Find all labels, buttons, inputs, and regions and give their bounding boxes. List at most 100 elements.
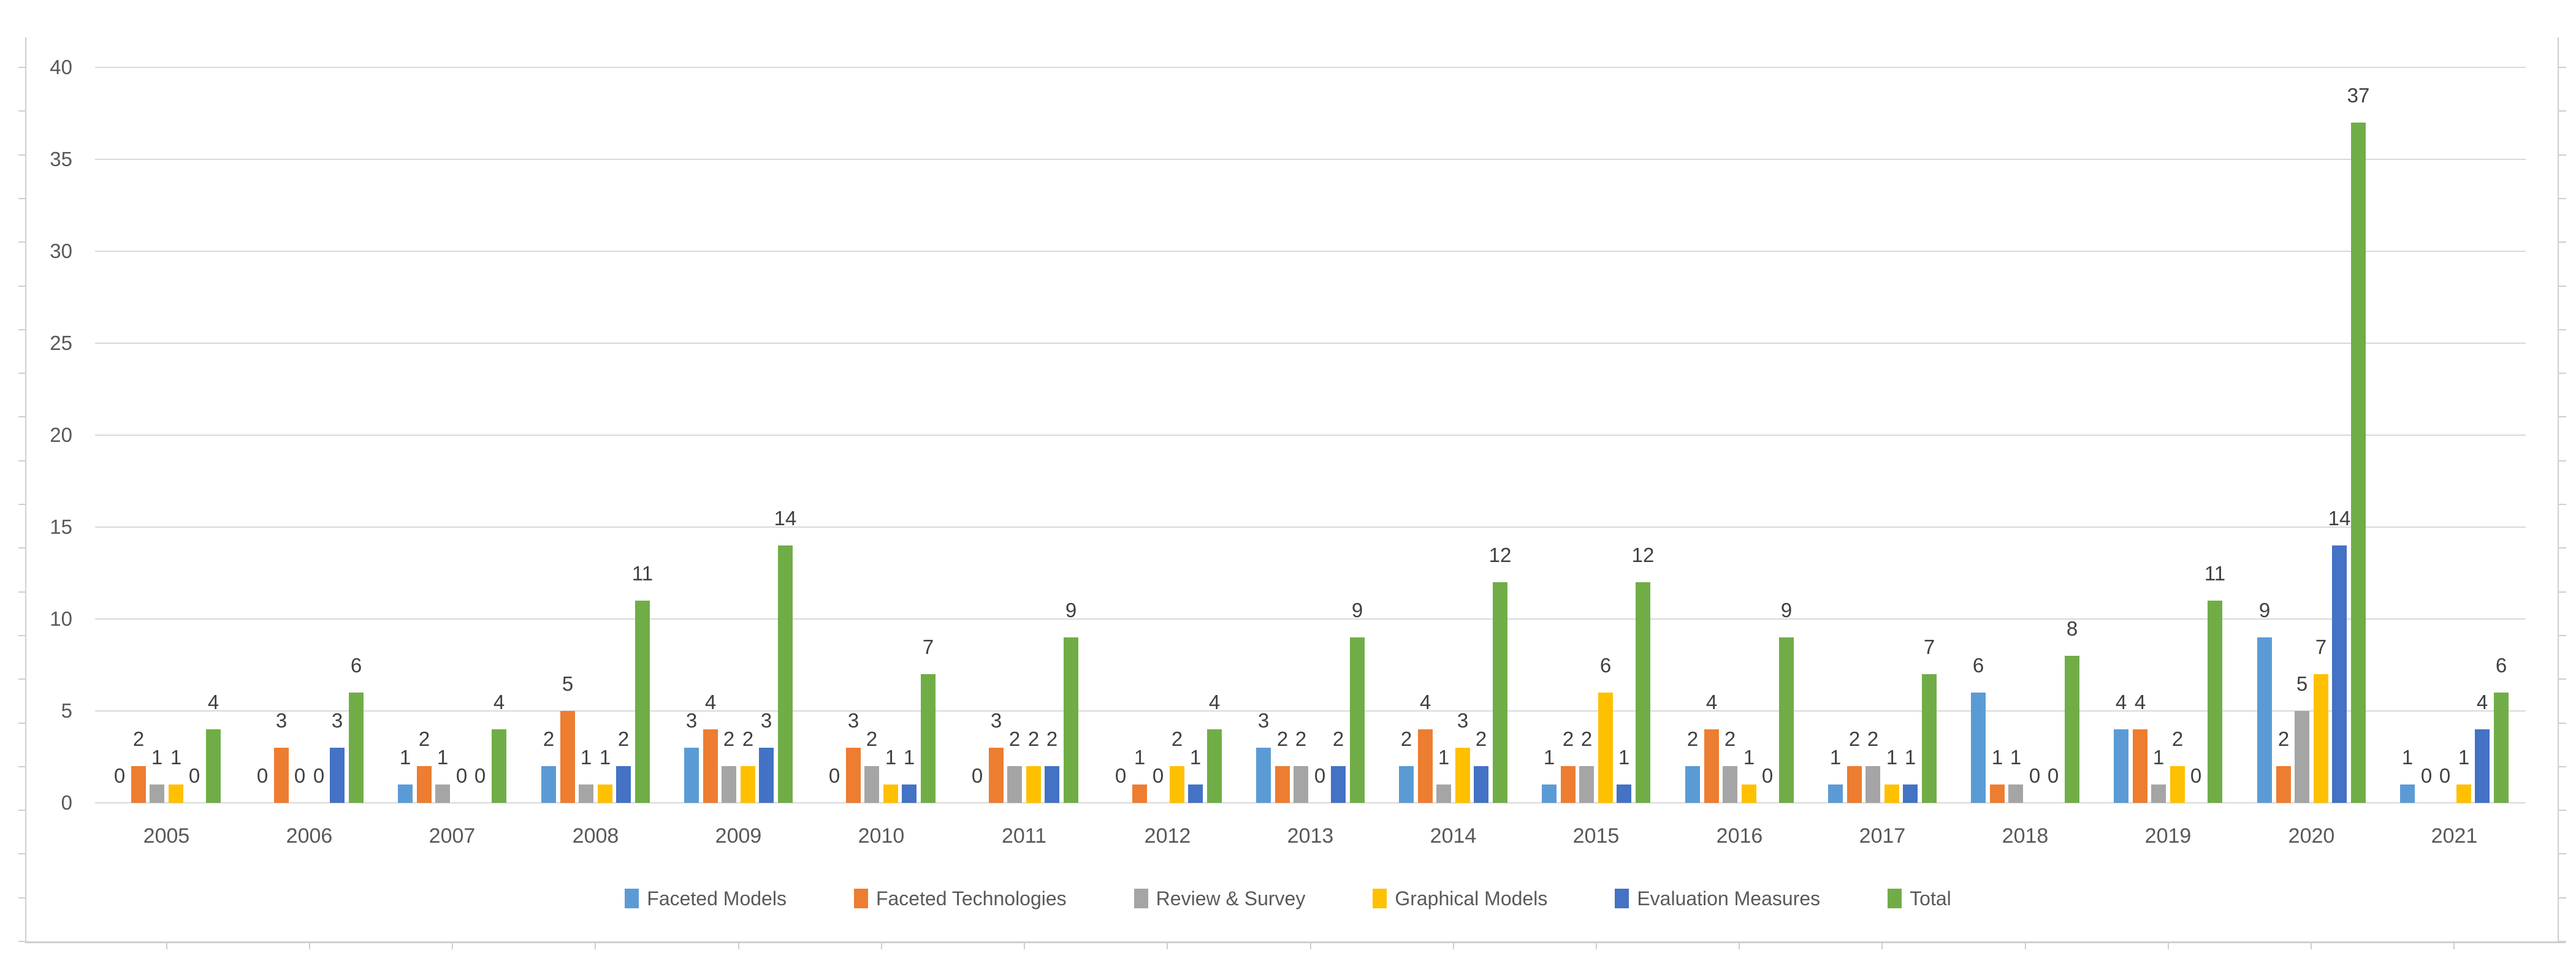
bar-value-label: 2 <box>1724 727 1736 750</box>
bar-value-label: 1 <box>2010 746 2022 769</box>
x-axis-tick <box>1310 942 1311 949</box>
bar-review-survey-2010 <box>864 766 879 803</box>
bar-value-label: 7 <box>2315 636 2327 658</box>
bar-value-label: 2 <box>2171 727 2184 750</box>
bar-value-label: 3 <box>1257 709 1270 732</box>
bar-value-label: 1 <box>1543 746 1555 769</box>
bar-total-2012 <box>1207 729 1222 803</box>
bar-value-label: 6 <box>350 654 362 677</box>
legend-item-total: Total <box>1888 886 1951 911</box>
bar-graphical-models-2011 <box>1026 766 1041 803</box>
x-axis-label: 2009 <box>715 824 762 848</box>
bar-graphical-models-2017 <box>1884 784 1899 803</box>
x-axis-label: 2014 <box>1430 824 1477 848</box>
bar-value-label: 4 <box>2115 691 2127 713</box>
bar-total-2020 <box>2351 123 2366 803</box>
y-axis-tick-left <box>18 547 26 549</box>
bar-value-label: 1 <box>1134 746 1146 769</box>
legend-item-faceted-models: Faceted Models <box>625 886 787 911</box>
bar-value-label: 8 <box>2066 617 2078 640</box>
y-axis-tick-right <box>2559 723 2566 724</box>
bar-graphical-models-2019 <box>2170 766 2185 803</box>
bar-value-label: 0 <box>2047 764 2059 787</box>
bar-value-label: 0 <box>294 764 306 787</box>
axis-line-right <box>2558 37 2559 942</box>
y-axis-tick-left <box>18 154 26 156</box>
gridline <box>95 526 2526 528</box>
x-axis-label: 2018 <box>2002 824 2049 848</box>
bar-value-label: 4 <box>493 691 505 713</box>
bar-total-2019 <box>2208 601 2222 803</box>
bar-graphical-models-2009 <box>741 766 755 803</box>
bar-value-label: 2 <box>1046 727 1058 750</box>
category-group-2020: 9 2 5 7 14 37 2020 <box>2240 0 2383 961</box>
y-axis-tick-right <box>2559 635 2566 636</box>
y-axis-tick-right <box>2559 373 2566 374</box>
bar-evaluation-measures-2008 <box>616 766 631 803</box>
x-axis-label: 2016 <box>1716 824 1763 848</box>
category-group-2012: 0 1 0 2 1 4 2012 <box>1096 0 1239 961</box>
bar-value-label: 2 <box>723 727 735 750</box>
bar-value-label: 11 <box>631 562 654 585</box>
bar-value-label: 0 <box>256 764 269 787</box>
legend-swatch-evaluation-measures <box>1615 889 1629 908</box>
gridline <box>95 159 2526 160</box>
bar-evaluation-measures-2021 <box>2475 729 2490 803</box>
y-axis-tick-left <box>18 941 26 942</box>
bar-value-label: 1 <box>170 746 182 769</box>
y-axis-tick-right <box>2559 766 2566 767</box>
category-group-2013: 3 2 2 0 2 9 2013 <box>1239 0 1382 961</box>
bar-evaluation-measures-2011 <box>1045 766 1059 803</box>
bar-value-label: 2 <box>418 727 430 750</box>
bar-value-label: 4 <box>2134 691 2146 713</box>
bar-value-label: 1 <box>1189 746 1202 769</box>
bar-value-label: 4 <box>207 691 219 713</box>
y-axis-label: 5 <box>61 699 72 722</box>
category-group-2017: 1 2 2 1 1 7 2017 <box>1811 0 1954 961</box>
bar-evaluation-measures-2015 <box>1617 784 1631 803</box>
bar-value-label: 3 <box>685 709 698 732</box>
legend-label: Review & Survey <box>1156 887 1306 910</box>
y-axis-tick-left <box>18 810 26 811</box>
category-group-2015: 1 2 2 6 1 12 2015 <box>1525 0 1667 961</box>
y-axis-tick-left <box>18 416 26 417</box>
bar-graphical-models-2014 <box>1455 748 1470 803</box>
x-axis-label: 2011 <box>1001 824 1047 848</box>
category-group-2005: 0 2 1 1 0 4 2005 <box>95 0 238 961</box>
x-axis-label: 2006 <box>286 824 333 848</box>
bar-value-label: 0 <box>2029 764 2041 787</box>
y-axis-label: 40 <box>50 56 72 78</box>
bar-value-label: 2 <box>1027 727 1040 750</box>
bar-review-survey-2011 <box>1007 766 1022 803</box>
y-axis-tick-right <box>2559 154 2566 156</box>
bar-total-2018 <box>2065 656 2079 803</box>
bar-value-label: 2 <box>543 727 555 750</box>
bar-value-label: 4 <box>2476 691 2488 713</box>
bar-value-label: 3 <box>275 709 288 732</box>
bar-value-label: 1 <box>580 746 592 769</box>
bar-value-label: 1 <box>1438 746 1450 769</box>
gridline <box>95 618 2526 620</box>
legend-label: Faceted Models <box>647 887 787 910</box>
bar-value-label: 14 <box>2328 507 2351 530</box>
x-axis-tick <box>2453 942 2455 949</box>
bar-value-label: 2 <box>1475 727 1487 750</box>
x-axis-tick <box>166 942 167 949</box>
bar-faceted-models-2008 <box>541 766 556 803</box>
bar-value-label: 1 <box>436 746 449 769</box>
bar-total-2007 <box>492 729 506 803</box>
bar-review-survey-2008 <box>579 784 593 803</box>
x-axis-tick <box>881 942 882 949</box>
bar-value-label: 12 <box>1631 544 1655 566</box>
bar-value-label: 2 <box>1848 727 1861 750</box>
bar-value-label: 1 <box>1886 746 1898 769</box>
bar-value-label: 9 <box>2258 599 2271 621</box>
category-group-2006: 0 3 0 0 3 6 2006 <box>238 0 381 961</box>
x-axis-tick <box>2311 942 2312 949</box>
x-axis-label: 2020 <box>2288 824 2335 848</box>
bar-value-label: 3 <box>847 709 859 732</box>
y-axis-tick-right <box>2559 198 2566 199</box>
bar-faceted-models-2016 <box>1685 766 1700 803</box>
bar-value-label: 1 <box>399 746 411 769</box>
